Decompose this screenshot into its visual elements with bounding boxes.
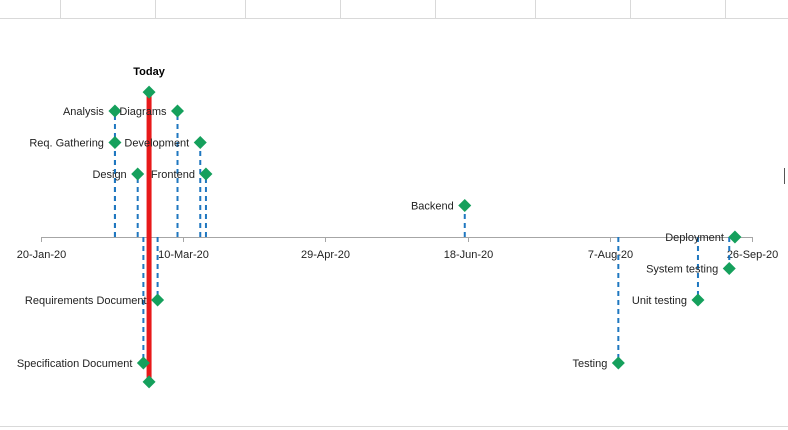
milestone-label: Testing [572, 358, 607, 370]
milestone-marker [171, 104, 185, 118]
milestone-marker [108, 136, 122, 149]
milestone-marker [458, 199, 472, 212]
milestone-label: Backend [411, 201, 454, 213]
milestone-marker [136, 356, 150, 370]
today-marker: Today [133, 66, 166, 389]
today-bottom-marker [142, 375, 156, 389]
x-tick-label: 26-Sep-20 [727, 249, 778, 261]
milestone-label: Deployment [665, 232, 724, 244]
milestone-marker [131, 167, 145, 181]
milestone-label: Unit testing [632, 295, 687, 307]
milestone-marker [151, 293, 165, 307]
x-tick-label: 7-Aug-20 [588, 249, 633, 261]
milestone-label: Design [92, 169, 126, 181]
milestone-label: Frontend [151, 169, 195, 181]
x-tick-label: 20-Jan-20 [17, 249, 67, 261]
milestone-marker [108, 104, 122, 118]
milestone-marker [722, 262, 736, 275]
milestone-label: Diagrams [119, 106, 167, 118]
today-label: Today [133, 66, 165, 78]
date-axis: 20-Jan-20 10-Mar-20 29-Apr-20 18-Jun-20 7-Au… [17, 237, 778, 261]
x-tick-label: 10-Mar-20 [158, 249, 209, 261]
milestone-label: Development [124, 138, 189, 150]
milestone-label: Req. Gathering [29, 138, 104, 150]
milestone-marker [611, 356, 625, 370]
milestone-label: Requirements Document [25, 295, 147, 307]
task-labels: Analysis Req. Gathering Design Diagrams Deve… [17, 106, 724, 370]
milestone-marker [193, 136, 207, 149]
today-top-marker [142, 85, 156, 99]
x-tick-label: 18-Jun-20 [444, 249, 494, 261]
scroll-cursor [784, 168, 785, 184]
milestone-marker [728, 230, 742, 244]
milestone-label: Analysis [63, 106, 104, 118]
x-tick-label: 29-Apr-20 [301, 249, 350, 261]
milestone-marker [199, 167, 213, 181]
milestone-marker [691, 293, 705, 307]
task-markers [108, 104, 742, 370]
milestone-label: System testing [646, 264, 718, 276]
milestone-label: Specification Document [17, 358, 133, 370]
connector-lines [113, 111, 731, 363]
